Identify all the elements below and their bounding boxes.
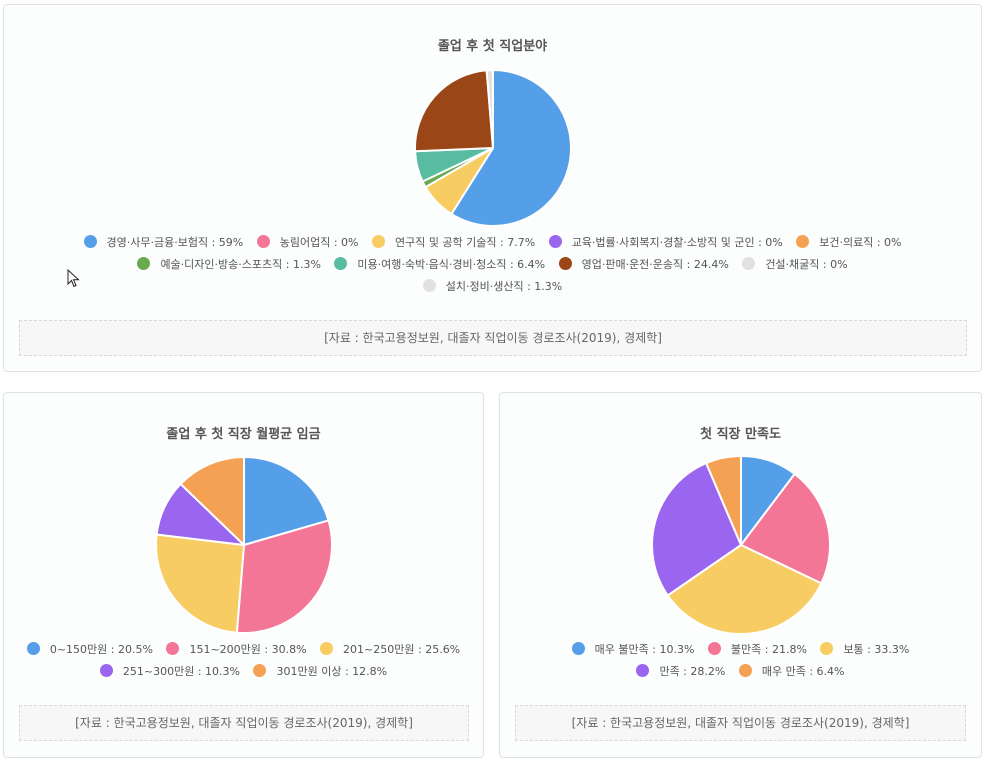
chart-title: 졸업 후 첫 직업분야 [437, 39, 548, 54]
legend-label: 보건·의료직 : 0% [819, 236, 902, 249]
source-note: [자료 : 한국고용정보원, 대졸자 직업이동 경로조사(2019), 경제학] [515, 705, 966, 741]
legend-label: 251~300만원 : 10.3% [122, 665, 240, 678]
legend-swatch [796, 235, 810, 248]
legend-label: 매우 만족 : 6.4% [761, 665, 845, 678]
legend-label: 151~200만원 : 30.8% [189, 643, 307, 656]
pie-slice[interactable] [705, 455, 742, 546]
pie-slice[interactable] [666, 544, 823, 635]
legend-label: 보통 : 33.3% [843, 643, 910, 656]
chart-legend: 매우 불만족 : 10.3% 불만족 : 21.8% 보통 : 33.3% 만족… [500, 639, 981, 683]
legend-item[interactable]: 201~250만원 : 25.6% [320, 639, 460, 661]
pie-slice[interactable] [155, 533, 245, 634]
legend-swatch [26, 642, 40, 655]
legend-item[interactable]: 보건·의료직 : 0% [796, 232, 902, 254]
legend-swatch [820, 642, 834, 655]
legend-item[interactable]: 301만원 이상 : 12.8% [253, 661, 387, 683]
legend-label: 만족 : 28.2% [659, 665, 726, 678]
legend-label: 301만원 이상 : 12.8% [276, 665, 388, 678]
source-note: [자료 : 한국고용정보원, 대졸자 직업이동 경로조사(2019), 경제학] [19, 320, 967, 356]
legend-swatch [548, 235, 562, 248]
chart-legend: 경영·사무·금융·보험직 : 59% 농림어업직 : 0% 연구직 및 공학 기… [4, 232, 981, 298]
legend-item[interactable]: 건설·채굴직 : 0% [742, 254, 848, 276]
chart-card-monthly-wage: 졸업 후 첫 직장 월평균 임금 0~150만원 : 20.5% 151~200… [3, 392, 484, 758]
pie-slice[interactable] [235, 519, 333, 634]
legend-swatch [558, 257, 572, 270]
legend-swatch [571, 642, 585, 655]
pie-slice[interactable] [740, 472, 831, 585]
legend-label: 불만족 : 21.8% [730, 643, 807, 656]
legend-item[interactable]: 불만족 : 21.8% [707, 639, 807, 661]
legend-item[interactable]: 영업·판매·운전·운송직 : 24.4% [558, 254, 729, 276]
chart-legend: 0~150만원 : 20.5% 151~200만원 : 30.8% 201~25… [4, 639, 483, 683]
pie-chart-monthly-wage [155, 456, 333, 634]
pie-slice[interactable] [485, 69, 494, 149]
legend-item[interactable]: 예술·디자인·방송·스포츠직 : 1.3% [137, 254, 321, 276]
legend-label: 0~150만원 : 20.5% [49, 643, 153, 656]
pie-slice[interactable] [243, 456, 330, 546]
legend-swatch [636, 664, 650, 677]
pie-chart-job-satisfaction [651, 455, 831, 635]
mouse-cursor-icon [67, 268, 80, 288]
legend-swatch [334, 257, 348, 270]
legend-label: 설치·정비·생산직 : 1.3% [445, 280, 563, 293]
legend-swatch [137, 257, 151, 270]
pie-slice[interactable] [450, 69, 572, 227]
legend-item[interactable]: 농림어업직 : 0% [256, 232, 359, 254]
legend-swatch [371, 235, 385, 248]
chart-card-job-field: 졸업 후 첫 직업분야 경영·사무·금융·보험직 : 59% 농림어업직 : 0… [3, 4, 982, 372]
pie-slice[interactable] [179, 456, 245, 546]
pie-slice[interactable] [414, 69, 494, 153]
pie-slice[interactable] [651, 462, 742, 597]
legend-item[interactable]: 교육·법률·사회복지·경찰·소방직 및 군인 : 0% [548, 232, 783, 254]
legend-swatch [422, 279, 436, 292]
chart-card-job-satisfaction: 첫 직장 만족도 매우 불만족 : 10.3% 불만족 : 21.8% 보통 :… [499, 392, 982, 758]
legend-item[interactable]: 만족 : 28.2% [636, 661, 725, 683]
legend-swatch [166, 642, 180, 655]
legend-label: 농림어업직 : 0% [279, 236, 359, 249]
legend-swatch [707, 642, 721, 655]
legend-swatch [256, 235, 270, 248]
legend-label: 건설·채굴직 : 0% [765, 258, 848, 271]
chart-title: 졸업 후 첫 직장 월평균 임금 [166, 427, 321, 442]
legend-item[interactable]: 설치·정비·생산직 : 1.3% [422, 276, 563, 298]
legend-item[interactable]: 경영·사무·금융·보험직 : 59% [83, 232, 244, 254]
legend-swatch [99, 664, 113, 677]
legend-swatch [83, 235, 97, 248]
legend-item[interactable]: 251~300만원 : 10.3% [99, 661, 240, 683]
legend-item[interactable]: 연구직 및 공학 기술직 : 7.7% [371, 232, 536, 254]
legend-swatch [320, 642, 334, 655]
legend-label: 201~250만원 : 25.6% [343, 643, 461, 656]
legend-label: 교육·법률·사회복지·경찰·소방직 및 군인 : 0% [571, 236, 783, 249]
legend-label: 경영·사무·금융·보험직 : 59% [106, 236, 244, 249]
legend-label: 매우 불만족 : 10.3% [594, 643, 695, 656]
pie-chart-job-field [414, 69, 572, 227]
legend-item[interactable]: 미용·여행·숙박·음식·경비·청소직 : 6.4% [334, 254, 545, 276]
legend-item[interactable]: 매우 만족 : 6.4% [738, 661, 845, 683]
legend-label: 영업·판매·운전·운송직 : 24.4% [581, 258, 729, 271]
legend-label: 예술·디자인·방송·스포츠직 : 1.3% [160, 258, 321, 271]
legend-label: 미용·여행·숙박·음식·경비·청소직 : 6.4% [357, 258, 546, 271]
legend-swatch [742, 257, 756, 270]
legend-item[interactable]: 보통 : 33.3% [820, 639, 909, 661]
legend-swatch [253, 664, 267, 677]
legend-item[interactable]: 매우 불만족 : 10.3% [571, 639, 695, 661]
chart-title: 첫 직장 만족도 [700, 427, 781, 442]
legend-item[interactable]: 0~150만원 : 20.5% [26, 639, 153, 661]
legend-label: 연구직 및 공학 기술직 : 7.7% [394, 236, 536, 249]
legend-swatch [738, 664, 752, 677]
legend-item[interactable]: 151~200만원 : 30.8% [166, 639, 307, 661]
source-note: [자료 : 한국고용정보원, 대졸자 직업이동 경로조사(2019), 경제학] [19, 705, 469, 741]
